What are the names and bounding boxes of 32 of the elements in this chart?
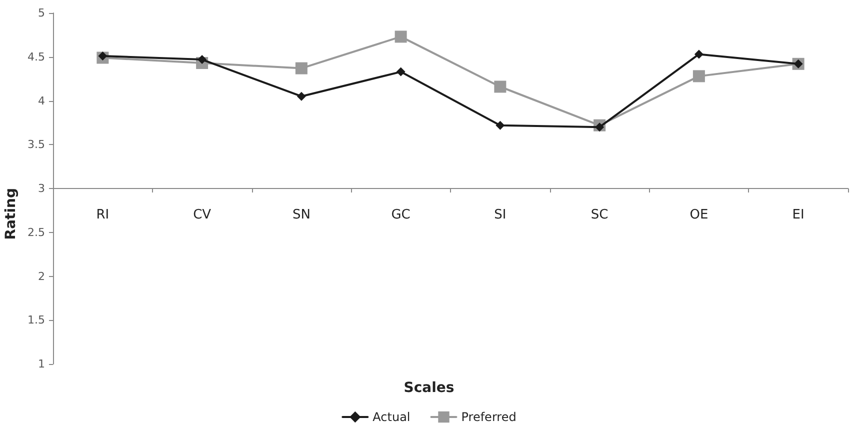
x-tick-label: RI bbox=[96, 208, 110, 222]
y-tick-label: 2 bbox=[38, 270, 45, 283]
x-tick-label: GC bbox=[391, 208, 410, 222]
point bbox=[296, 92, 306, 101]
point bbox=[595, 122, 604, 132]
point bbox=[98, 52, 108, 60]
x-tick-label: SC bbox=[590, 208, 608, 222]
y-tick-label: 2.5 bbox=[28, 226, 45, 239]
x-tick-label: EI bbox=[792, 208, 804, 222]
y-tick-label: 1 bbox=[38, 358, 45, 370]
point bbox=[394, 30, 407, 43]
y-axis-title: Rating bbox=[3, 188, 19, 240]
point bbox=[496, 120, 505, 130]
legend-label: Actual bbox=[372, 410, 410, 424]
point bbox=[198, 55, 207, 64]
y-tick-label: 3 bbox=[38, 182, 45, 195]
x-tick-label: SN bbox=[292, 208, 310, 222]
y-tick-label: 1.5 bbox=[28, 314, 45, 327]
point bbox=[295, 62, 308, 74]
y-tick-label: 4 bbox=[38, 94, 45, 108]
point bbox=[692, 70, 705, 82]
x-tick-label: OE bbox=[690, 208, 708, 222]
legend-label: Preferred bbox=[461, 410, 516, 424]
y-tick-label: 4.5 bbox=[28, 50, 45, 64]
x-axis-title: Scales bbox=[404, 380, 454, 396]
y-tick-label: 5 bbox=[38, 6, 45, 20]
y-tick-label: 3.5 bbox=[28, 138, 45, 152]
point bbox=[494, 80, 506, 93]
x-tick-label: SI bbox=[494, 208, 506, 222]
point bbox=[396, 67, 406, 76]
x-tick-label: CV bbox=[193, 208, 212, 222]
point bbox=[694, 50, 704, 59]
